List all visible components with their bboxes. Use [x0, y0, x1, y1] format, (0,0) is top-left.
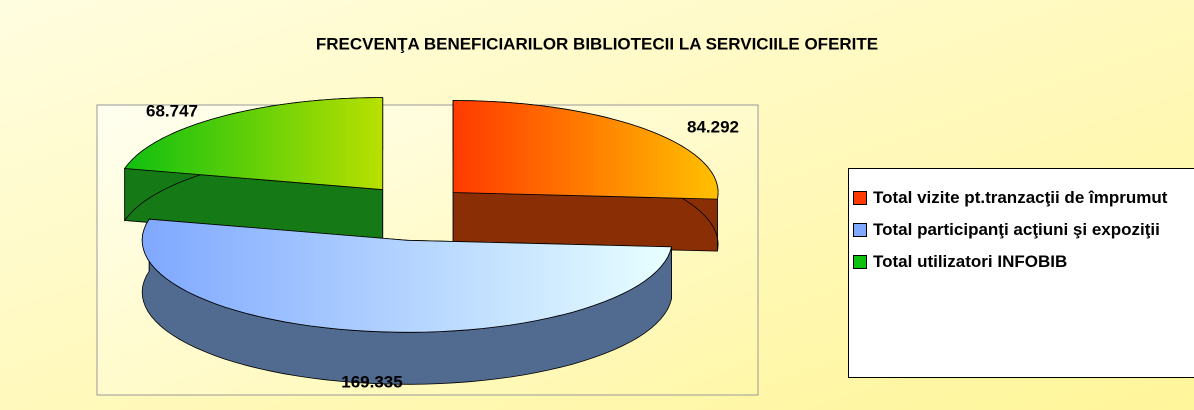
legend-item: Total vizite pt.tranzacţii de împrumut [853, 187, 1194, 209]
data-label: 169.335 [341, 372, 402, 391]
legend-item: Total utilizatori INFOBIB [853, 251, 1194, 273]
slice-top [123, 97, 384, 191]
legend-swatch [853, 223, 867, 237]
chart-title: FRECVENŢA BENEFICIARILOR BIBLIOTECII LA … [316, 34, 878, 53]
legend-swatch [853, 255, 867, 269]
legend: Total vizite pt.tranzacţii de împrumut To… [848, 168, 1194, 378]
legend-label: Total vizite pt.tranzacţii de împrumut [873, 188, 1168, 207]
slice [141, 217, 673, 385]
data-label: 84.292 [687, 117, 739, 136]
legend-label: Total utilizatori INFOBIB [873, 252, 1068, 271]
legend-swatch [853, 191, 867, 205]
data-label: 68.747 [146, 101, 198, 120]
slice-top [452, 100, 719, 200]
legend-label: Total participanţi acţiuni şi expoziţii [873, 220, 1160, 239]
slice [452, 100, 719, 252]
legend-item: Total participanţi acţiuni şi expoziţii [853, 219, 1194, 241]
slice-top [141, 218, 673, 333]
